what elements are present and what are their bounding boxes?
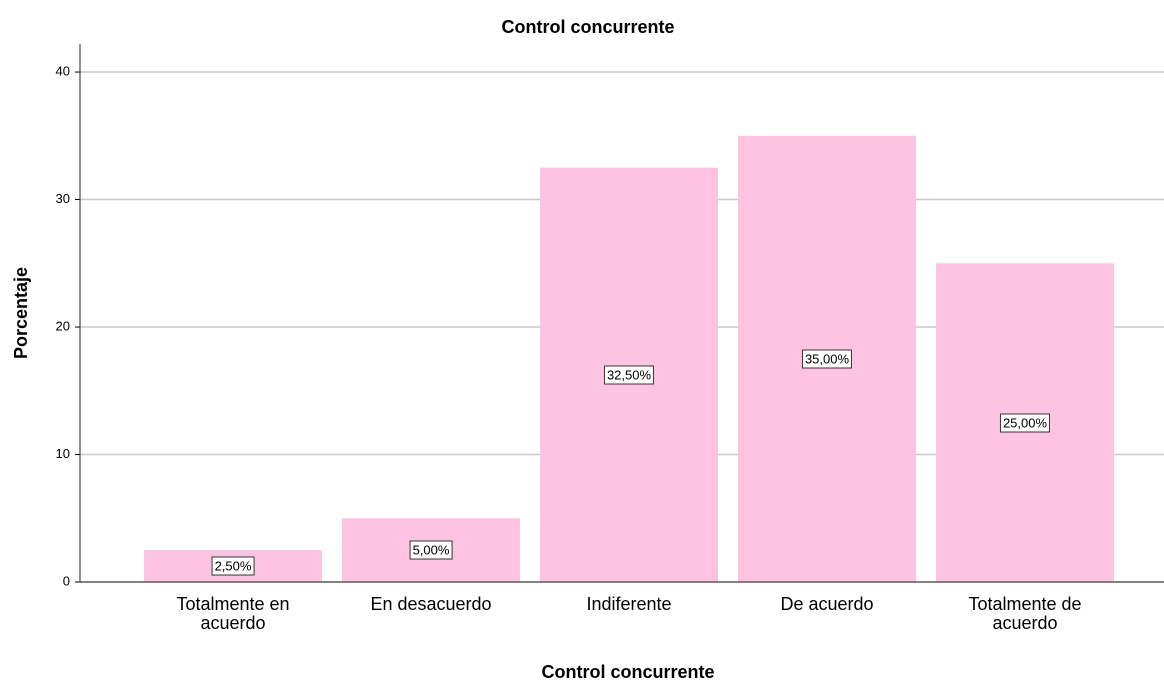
value-label: 32,50%	[603, 365, 655, 385]
y-tick-label: 10	[56, 446, 70, 461]
x-tick-label: Totalmente en acuerdo	[176, 594, 290, 633]
x-tick-label: Indiferente	[586, 594, 672, 614]
y-tick-label: 30	[56, 191, 70, 206]
y-tick-label: 0	[63, 573, 70, 588]
x-tick-label: Totalmente de acuerdo	[968, 594, 1082, 633]
x-tick-label: En desacuerdo	[370, 594, 492, 614]
value-label: 25,00%	[999, 413, 1051, 433]
chart-title: Control concurrente	[501, 17, 674, 37]
value-label: 5,00%	[409, 540, 453, 560]
x-axis-label: Control concurrente	[541, 662, 714, 682]
y-axis-label: Porcentaje	[11, 267, 31, 359]
value-label: 35,00%	[801, 349, 853, 369]
value-label: 2,50%	[211, 556, 255, 576]
y-tick-label: 20	[56, 318, 70, 333]
x-tick-label: De acuerdo	[780, 594, 874, 614]
y-tick-label: 40	[56, 63, 70, 78]
